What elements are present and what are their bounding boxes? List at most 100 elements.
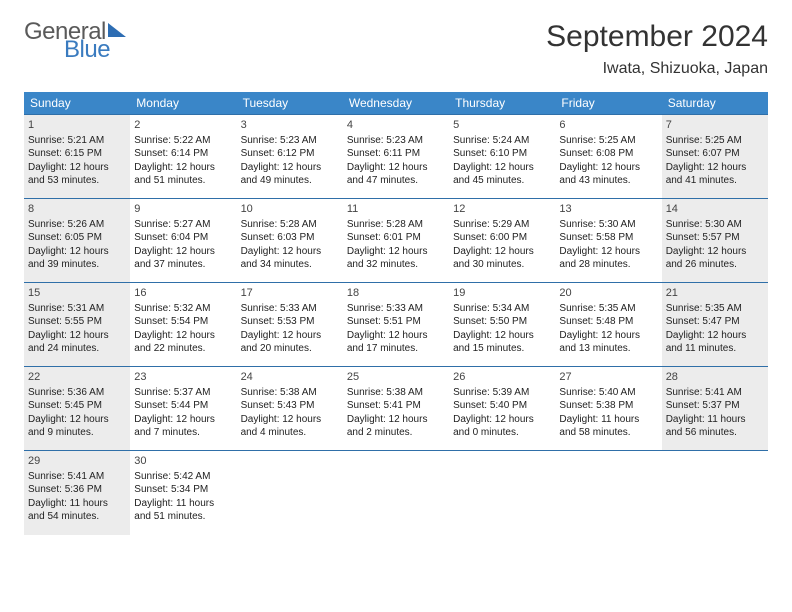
- logo-triangle-icon: [108, 23, 126, 37]
- calendar-cell: 25Sunrise: 5:38 AMSunset: 5:41 PMDayligh…: [343, 367, 449, 451]
- day-number: 14: [666, 202, 764, 217]
- calendar-cell: 3Sunrise: 5:23 AMSunset: 6:12 PMDaylight…: [237, 115, 343, 199]
- day-details: Sunrise: 5:28 AMSunset: 6:01 PMDaylight:…: [347, 218, 445, 272]
- header: General Blue September 2024 Iwata, Shizu…: [24, 20, 768, 78]
- day-number: 23: [134, 370, 232, 385]
- day-number: 3: [241, 118, 339, 133]
- day-number: 7: [666, 118, 764, 133]
- day-details: Sunrise: 5:38 AMSunset: 5:41 PMDaylight:…: [347, 386, 445, 440]
- calendar-cell: 15Sunrise: 5:31 AMSunset: 5:55 PMDayligh…: [24, 283, 130, 367]
- day-number: 4: [347, 118, 445, 133]
- day-details: Sunrise: 5:23 AMSunset: 6:12 PMDaylight:…: [241, 134, 339, 188]
- calendar-cell: 29Sunrise: 5:41 AMSunset: 5:36 PMDayligh…: [24, 451, 130, 535]
- logo: General Blue: [24, 20, 126, 62]
- day-details: Sunrise: 5:22 AMSunset: 6:14 PMDaylight:…: [134, 134, 232, 188]
- calendar-row: 22Sunrise: 5:36 AMSunset: 5:45 PMDayligh…: [24, 367, 768, 451]
- calendar-cell: 8Sunrise: 5:26 AMSunset: 6:05 PMDaylight…: [24, 199, 130, 283]
- calendar-cell: 16Sunrise: 5:32 AMSunset: 5:54 PMDayligh…: [130, 283, 236, 367]
- calendar-cell: [449, 451, 555, 535]
- day-details: Sunrise: 5:42 AMSunset: 5:34 PMDaylight:…: [134, 470, 232, 524]
- day-header: Sunday: [24, 92, 130, 115]
- day-number: 25: [347, 370, 445, 385]
- calendar-cell: 20Sunrise: 5:35 AMSunset: 5:48 PMDayligh…: [555, 283, 661, 367]
- calendar-cell: [662, 451, 768, 535]
- day-header: Friday: [555, 92, 661, 115]
- calendar-cell: [237, 451, 343, 535]
- day-details: Sunrise: 5:31 AMSunset: 5:55 PMDaylight:…: [28, 302, 126, 356]
- title-block: September 2024 Iwata, Shizuoka, Japan: [546, 20, 768, 78]
- day-number: 24: [241, 370, 339, 385]
- day-details: Sunrise: 5:33 AMSunset: 5:51 PMDaylight:…: [347, 302, 445, 356]
- calendar-cell: 2Sunrise: 5:22 AMSunset: 6:14 PMDaylight…: [130, 115, 236, 199]
- day-header: Wednesday: [343, 92, 449, 115]
- calendar-row: 29Sunrise: 5:41 AMSunset: 5:36 PMDayligh…: [24, 451, 768, 535]
- day-number: 21: [666, 286, 764, 301]
- day-details: Sunrise: 5:37 AMSunset: 5:44 PMDaylight:…: [134, 386, 232, 440]
- day-number: 1: [28, 118, 126, 133]
- day-details: Sunrise: 5:25 AMSunset: 6:07 PMDaylight:…: [666, 134, 764, 188]
- calendar-cell: 7Sunrise: 5:25 AMSunset: 6:07 PMDaylight…: [662, 115, 768, 199]
- calendar-cell: 10Sunrise: 5:28 AMSunset: 6:03 PMDayligh…: [237, 199, 343, 283]
- calendar-cell: 13Sunrise: 5:30 AMSunset: 5:58 PMDayligh…: [555, 199, 661, 283]
- day-header: Monday: [130, 92, 236, 115]
- calendar-cell: 24Sunrise: 5:38 AMSunset: 5:43 PMDayligh…: [237, 367, 343, 451]
- calendar-cell: 1Sunrise: 5:21 AMSunset: 6:15 PMDaylight…: [24, 115, 130, 199]
- day-details: Sunrise: 5:28 AMSunset: 6:03 PMDaylight:…: [241, 218, 339, 272]
- calendar-cell: 28Sunrise: 5:41 AMSunset: 5:37 PMDayligh…: [662, 367, 768, 451]
- calendar-body: 1Sunrise: 5:21 AMSunset: 6:15 PMDaylight…: [24, 115, 768, 535]
- logo-text-blue: Blue: [64, 38, 126, 62]
- day-number: 5: [453, 118, 551, 133]
- day-details: Sunrise: 5:32 AMSunset: 5:54 PMDaylight:…: [134, 302, 232, 356]
- day-header-row: SundayMondayTuesdayWednesdayThursdayFrid…: [24, 92, 768, 115]
- calendar-cell: 14Sunrise: 5:30 AMSunset: 5:57 PMDayligh…: [662, 199, 768, 283]
- day-details: Sunrise: 5:25 AMSunset: 6:08 PMDaylight:…: [559, 134, 657, 188]
- day-number: 20: [559, 286, 657, 301]
- day-number: 8: [28, 202, 126, 217]
- day-number: 13: [559, 202, 657, 217]
- day-details: Sunrise: 5:30 AMSunset: 5:57 PMDaylight:…: [666, 218, 764, 272]
- calendar-cell: 4Sunrise: 5:23 AMSunset: 6:11 PMDaylight…: [343, 115, 449, 199]
- day-details: Sunrise: 5:26 AMSunset: 6:05 PMDaylight:…: [28, 218, 126, 272]
- day-number: 27: [559, 370, 657, 385]
- day-details: Sunrise: 5:34 AMSunset: 5:50 PMDaylight:…: [453, 302, 551, 356]
- day-details: Sunrise: 5:21 AMSunset: 6:15 PMDaylight:…: [28, 134, 126, 188]
- calendar-cell: 22Sunrise: 5:36 AMSunset: 5:45 PMDayligh…: [24, 367, 130, 451]
- day-number: 26: [453, 370, 551, 385]
- day-details: Sunrise: 5:40 AMSunset: 5:38 PMDaylight:…: [559, 386, 657, 440]
- day-details: Sunrise: 5:35 AMSunset: 5:47 PMDaylight:…: [666, 302, 764, 356]
- calendar-cell: [555, 451, 661, 535]
- day-number: 2: [134, 118, 232, 133]
- day-number: 16: [134, 286, 232, 301]
- day-details: Sunrise: 5:23 AMSunset: 6:11 PMDaylight:…: [347, 134, 445, 188]
- day-header: Tuesday: [237, 92, 343, 115]
- location: Iwata, Shizuoka, Japan: [546, 60, 768, 78]
- calendar-cell: 5Sunrise: 5:24 AMSunset: 6:10 PMDaylight…: [449, 115, 555, 199]
- day-number: 28: [666, 370, 764, 385]
- calendar-row: 15Sunrise: 5:31 AMSunset: 5:55 PMDayligh…: [24, 283, 768, 367]
- day-header: Saturday: [662, 92, 768, 115]
- calendar-row: 1Sunrise: 5:21 AMSunset: 6:15 PMDaylight…: [24, 115, 768, 199]
- day-details: Sunrise: 5:30 AMSunset: 5:58 PMDaylight:…: [559, 218, 657, 272]
- calendar-cell: 30Sunrise: 5:42 AMSunset: 5:34 PMDayligh…: [130, 451, 236, 535]
- day-details: Sunrise: 5:39 AMSunset: 5:40 PMDaylight:…: [453, 386, 551, 440]
- calendar-cell: 27Sunrise: 5:40 AMSunset: 5:38 PMDayligh…: [555, 367, 661, 451]
- day-number: 17: [241, 286, 339, 301]
- day-details: Sunrise: 5:36 AMSunset: 5:45 PMDaylight:…: [28, 386, 126, 440]
- calendar-row: 8Sunrise: 5:26 AMSunset: 6:05 PMDaylight…: [24, 199, 768, 283]
- day-details: Sunrise: 5:24 AMSunset: 6:10 PMDaylight:…: [453, 134, 551, 188]
- day-details: Sunrise: 5:41 AMSunset: 5:37 PMDaylight:…: [666, 386, 764, 440]
- month-title: September 2024: [546, 20, 768, 54]
- calendar-cell: 19Sunrise: 5:34 AMSunset: 5:50 PMDayligh…: [449, 283, 555, 367]
- day-header: Thursday: [449, 92, 555, 115]
- day-details: Sunrise: 5:27 AMSunset: 6:04 PMDaylight:…: [134, 218, 232, 272]
- day-number: 22: [28, 370, 126, 385]
- day-number: 12: [453, 202, 551, 217]
- day-details: Sunrise: 5:33 AMSunset: 5:53 PMDaylight:…: [241, 302, 339, 356]
- calendar-cell: 23Sunrise: 5:37 AMSunset: 5:44 PMDayligh…: [130, 367, 236, 451]
- calendar-cell: 26Sunrise: 5:39 AMSunset: 5:40 PMDayligh…: [449, 367, 555, 451]
- day-details: Sunrise: 5:41 AMSunset: 5:36 PMDaylight:…: [28, 470, 126, 524]
- day-number: 9: [134, 202, 232, 217]
- day-number: 6: [559, 118, 657, 133]
- day-number: 15: [28, 286, 126, 301]
- day-number: 11: [347, 202, 445, 217]
